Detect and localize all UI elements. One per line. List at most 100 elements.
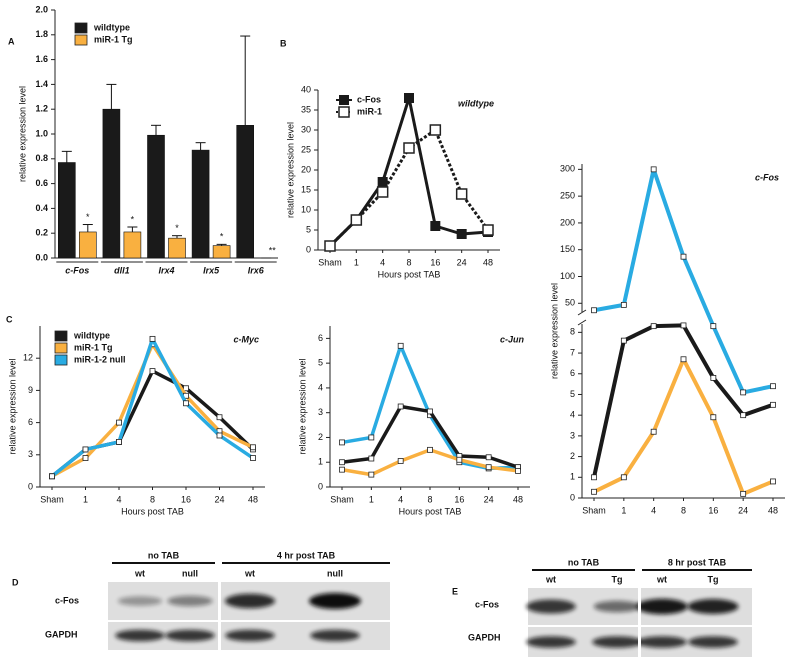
y-tick-label: 6 <box>28 417 33 427</box>
series-line <box>341 448 519 477</box>
significance-label: * <box>86 212 90 222</box>
marker <box>216 414 223 421</box>
y-tick-label: 4 <box>570 410 575 420</box>
marker <box>116 419 122 426</box>
legend-label: wildtype <box>93 22 130 32</box>
y-tick-label: 1 <box>318 457 323 467</box>
bar <box>212 245 231 259</box>
blot-band <box>593 600 641 613</box>
significance-label: ** <box>269 245 277 255</box>
marker <box>591 307 597 314</box>
y-tick-label: 100 <box>560 271 575 281</box>
y-tick-label: 9 <box>28 385 33 395</box>
marker <box>456 229 467 239</box>
legend-swatch <box>74 34 88 46</box>
legend-swatch <box>54 330 68 342</box>
y-tick-label: 5 <box>306 224 311 234</box>
panel-label: A <box>8 36 15 46</box>
blot-band <box>687 599 739 614</box>
marker <box>149 335 156 342</box>
lane-label: null <box>327 568 343 578</box>
error-bar <box>172 235 182 239</box>
blot-band <box>167 595 213 607</box>
blot-band <box>526 636 576 648</box>
marker <box>216 432 223 439</box>
legend-label: miR-1 Tg <box>74 342 113 352</box>
bar <box>79 231 97 259</box>
marker <box>620 301 627 308</box>
legend-label: miR-1 Tg <box>94 34 133 44</box>
lane-label: wt <box>656 574 667 584</box>
bar <box>123 231 142 259</box>
legend-swatch <box>54 354 68 366</box>
x-tick-label: 8 <box>406 257 411 267</box>
blot-divider <box>218 582 221 650</box>
marker <box>710 375 717 381</box>
marker <box>427 446 433 453</box>
x-tick-label: c-Fos <box>65 265 89 275</box>
marker <box>680 356 687 363</box>
marker <box>430 221 441 231</box>
x-tick-label: 48 <box>483 257 493 267</box>
row-label: c-Fos <box>475 599 499 609</box>
y-tick-label: 3 <box>28 449 33 459</box>
lane-label: wt <box>134 568 145 578</box>
marker <box>740 490 747 497</box>
x-tick-label: 4 <box>398 494 403 504</box>
blot-divider <box>108 620 390 622</box>
y-tick-label: 0 <box>570 492 575 502</box>
marker <box>650 428 657 435</box>
marker <box>680 253 687 260</box>
group-title: no TAB <box>148 550 180 560</box>
marker <box>740 389 747 396</box>
y-tick-label: 0 <box>318 481 323 491</box>
error-bar <box>82 224 93 232</box>
x-tick-label: 24 <box>457 257 467 267</box>
y-tick-label: 0 <box>306 244 311 254</box>
chart-title: c-Jun <box>500 334 525 344</box>
bar <box>168 237 186 259</box>
x-tick-label: Irx5 <box>203 265 220 275</box>
y-tick-label: 15 <box>301 184 311 194</box>
bar <box>236 125 254 259</box>
panel-label: C <box>6 314 13 324</box>
marker <box>770 478 776 485</box>
y-tick-label: 8 <box>570 327 575 337</box>
blot-band <box>165 629 215 642</box>
marker <box>82 455 89 461</box>
bar <box>147 134 165 259</box>
marker <box>397 403 404 410</box>
marker <box>591 474 597 481</box>
marker <box>710 323 717 330</box>
legend-swatch <box>74 22 88 34</box>
blot-divider <box>638 588 641 657</box>
y-tick-label: 12 <box>23 353 33 363</box>
bar <box>57 162 76 259</box>
blot-band <box>115 629 165 642</box>
marker <box>368 434 375 441</box>
marker <box>377 177 388 187</box>
y-tick-label: 5 <box>570 389 575 399</box>
x-tick-label: 1 <box>83 494 88 504</box>
error-bar <box>216 243 227 246</box>
group-title: no TAB <box>568 557 600 567</box>
y-tick-label: 2.0 <box>35 4 48 14</box>
marker <box>324 240 336 252</box>
y-tick-label: 1.8 <box>35 29 48 39</box>
y-axis-label: relative expression level <box>17 86 27 182</box>
marker <box>740 412 747 419</box>
y-tick-label: 2 <box>318 432 323 442</box>
series-line <box>593 357 774 496</box>
axis-break <box>577 309 587 316</box>
x-tick-label: 24 <box>214 494 224 504</box>
group-title: 8 hr post TAB <box>668 557 727 567</box>
x-tick-label: 4 <box>380 257 385 267</box>
x-tick-label: 48 <box>248 494 258 504</box>
x-tick-label: Sham <box>40 494 64 504</box>
blot-band <box>526 599 576 614</box>
lane-label: Tg <box>708 574 719 584</box>
y-tick-label: 30 <box>301 124 311 134</box>
marker <box>116 439 122 445</box>
legend-swatch <box>54 342 68 354</box>
bar <box>191 149 210 259</box>
